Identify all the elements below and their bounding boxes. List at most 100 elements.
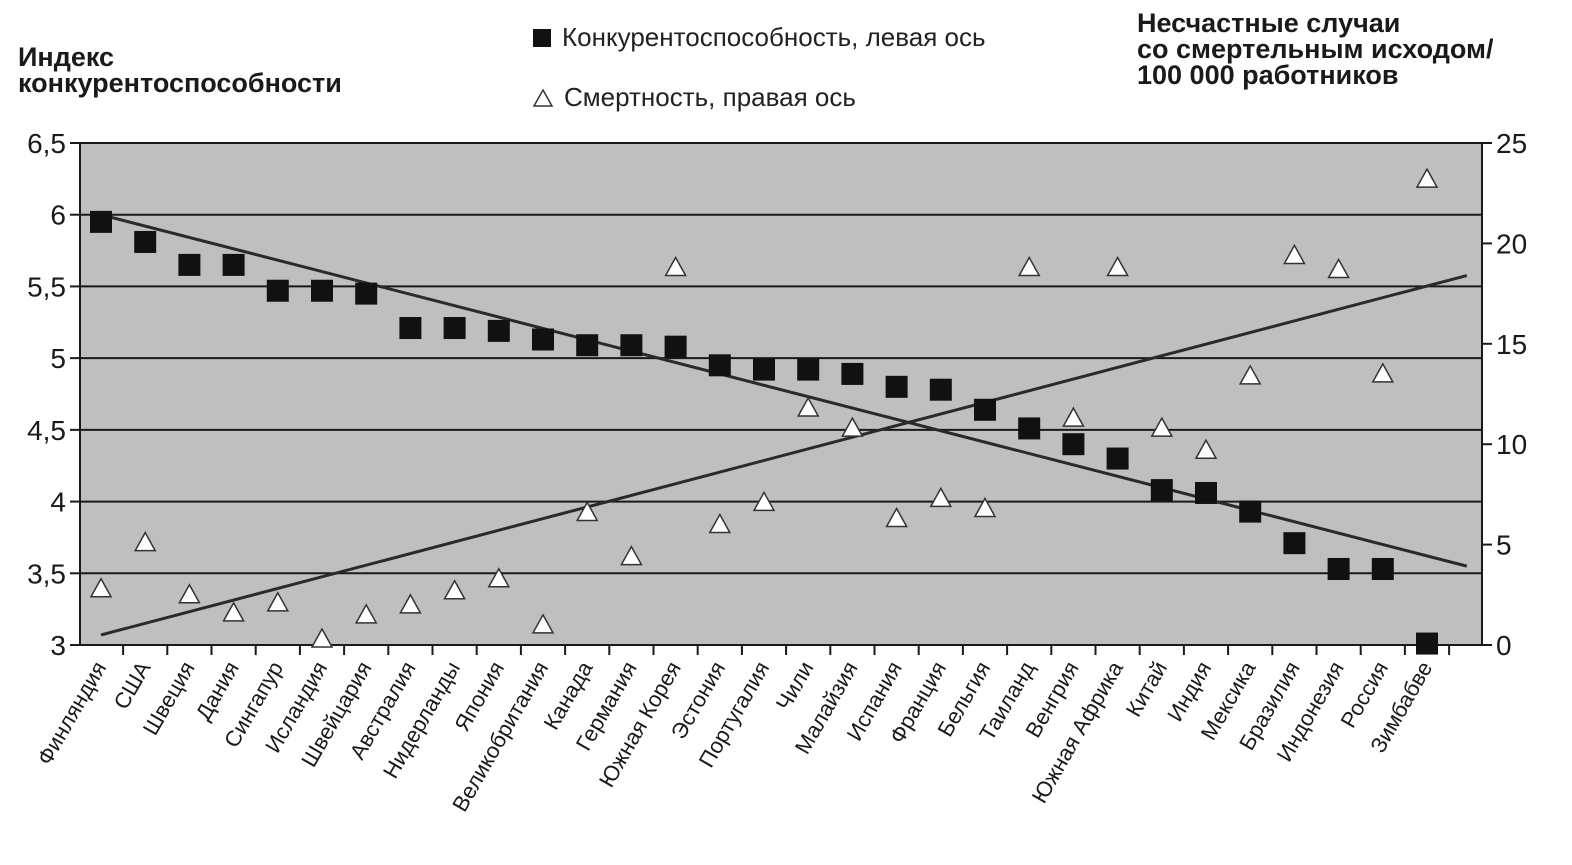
- right-tick-label: 15: [1496, 329, 1527, 360]
- right-tick-label: 10: [1496, 429, 1527, 460]
- competitiveness-point: [1150, 479, 1173, 502]
- mortality-point: [1238, 364, 1262, 385]
- mortality-point: [752, 490, 776, 512]
- competitiveness-point: [1062, 433, 1085, 456]
- mortality-point: [1017, 255, 1041, 277]
- mortality-point: [664, 255, 687, 277]
- competitiveness-point: [885, 375, 908, 398]
- right-tick-label: 25: [1496, 128, 1527, 159]
- mortality-point: [266, 591, 290, 612]
- mortality-series: [89, 167, 1439, 648]
- x-tick-label: Финляндия: [32, 657, 111, 769]
- competitiveness-point: [355, 282, 378, 305]
- competitiveness-point: [708, 354, 731, 377]
- right-tick-label: 0: [1496, 630, 1512, 661]
- mortality-point: [1283, 243, 1306, 265]
- left-axis-title-line: конкурентоспособности: [18, 68, 342, 98]
- x-axis-labels: ФинляндияСШАШвецияДанияСингапурИсландияШ…: [32, 656, 1437, 815]
- mortality-point: [133, 531, 157, 552]
- competitiveness-point: [1327, 557, 1350, 580]
- mortality-point: [1194, 438, 1218, 459]
- competitiveness-point: [797, 358, 820, 381]
- left-axis-title: Индекс конкурентоспособности: [18, 42, 342, 98]
- competitiveness-point: [1416, 632, 1438, 655]
- right-axis-ticks: 0 5 10 15 20 25: [1482, 128, 1527, 661]
- competitiveness-point: [311, 279, 333, 302]
- left-tick-label: 5,5: [27, 271, 66, 302]
- competitiveness-point: [532, 328, 554, 351]
- x-tick-label: Чили: [771, 657, 819, 715]
- left-tick-label: 3: [50, 630, 66, 661]
- right-tick-label: 20: [1496, 228, 1527, 259]
- left-tick-label: 3,5: [27, 558, 66, 589]
- left-tick-label: 4,5: [27, 415, 66, 446]
- mortality-point: [178, 583, 201, 604]
- competitiveness-point: [753, 358, 775, 381]
- left-axis-title-line: Индекс: [18, 42, 115, 72]
- mortality-point: [487, 567, 511, 588]
- competitiveness-point: [1239, 500, 1262, 523]
- competitiveness-point: [90, 210, 112, 233]
- legend-item-mortality: Смертность, правая ось: [532, 82, 856, 113]
- competitiveness-point: [1106, 447, 1129, 470]
- competitiveness-point: [1371, 557, 1394, 580]
- trendline: [100, 274, 1468, 637]
- competitiveness-point: [974, 398, 996, 421]
- mortality-point: [89, 577, 113, 598]
- right-axis-title-line: 100 000 работников: [1137, 60, 1399, 90]
- plot-area: [80, 143, 1482, 645]
- mortality-point: [1062, 406, 1085, 427]
- legend-triangle-marker: [532, 87, 554, 107]
- mortality-point: [620, 545, 643, 566]
- mortality-point: [310, 627, 334, 648]
- mortality-point: [354, 603, 378, 624]
- trendlines: [100, 213, 1468, 637]
- competitiveness-point: [399, 317, 422, 340]
- right-axis-title: Несчастные случаи со смертельным исходом…: [1137, 8, 1494, 90]
- mortality-point: [1106, 255, 1129, 277]
- competitiveness-point: [222, 253, 245, 276]
- competitiveness-point: [576, 334, 599, 357]
- mortality-point: [841, 416, 864, 437]
- competitiveness-point: [178, 253, 201, 276]
- right-tick-label: 5: [1496, 530, 1512, 561]
- competitiveness-point: [841, 362, 864, 385]
- mortality-point: [399, 593, 422, 614]
- legend-label: Смертность, правая ось: [564, 82, 856, 112]
- mortality-point: [973, 496, 997, 518]
- competitiveness-point: [664, 335, 687, 358]
- right-axis-title-line: со смертельным исходом/: [1137, 34, 1494, 64]
- mortality-point: [443, 579, 466, 600]
- competitiveness-point: [929, 378, 952, 401]
- left-axis-ticks: 3 3,5 4 4,5 5 5,5 6 6,5: [27, 128, 80, 661]
- competitiveness-point: [443, 317, 466, 340]
- mortality-point: [531, 613, 555, 634]
- left-tick-label: 6,5: [27, 128, 66, 159]
- competitiveness-point: [1018, 417, 1041, 440]
- trendline: [100, 213, 1468, 568]
- mortality-point: [1371, 362, 1395, 383]
- legend-label: Конкурентоспособность, левая ось: [562, 22, 986, 52]
- mortality-point: [222, 601, 245, 622]
- right-axis-title-line: Несчастные случаи: [1137, 8, 1401, 38]
- mortality-point: [575, 500, 599, 522]
- competitiveness-point: [1195, 481, 1217, 504]
- legend-item-competitiveness: Конкурентоспособность, левая ось: [532, 22, 986, 53]
- mortality-point: [708, 512, 732, 534]
- mortality-point: [885, 506, 908, 528]
- mortality-point: [1150, 416, 1174, 437]
- mortality-point: [796, 396, 820, 417]
- left-tick-label: 5: [50, 343, 66, 374]
- x-tick-label: США: [109, 657, 156, 714]
- competitiveness-point: [620, 334, 643, 357]
- mortality-point: [929, 486, 953, 508]
- left-tick-label: 6: [50, 200, 66, 231]
- competitiveness-point: [266, 279, 289, 302]
- competitiveness-point: [487, 319, 510, 342]
- competitiveness-series: [90, 210, 1438, 655]
- mortality-point: [1327, 257, 1350, 279]
- legend-square-marker: [533, 28, 551, 47]
- left-tick-label: 4: [50, 487, 66, 518]
- mortality-point: [1415, 167, 1439, 188]
